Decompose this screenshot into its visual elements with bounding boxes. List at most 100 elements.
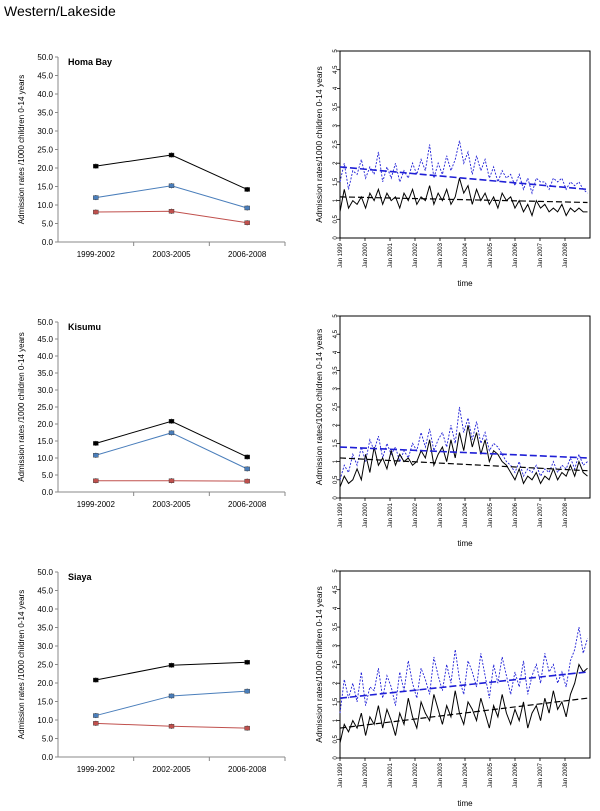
page-title: Western/Lakeside [4,3,116,19]
y-tick-label: 30.0 [37,386,53,395]
y-tick-label: 35.0 [37,624,53,633]
x-tick-label: Jan 2008 [563,762,569,787]
data-point-red [93,478,99,483]
y-axis-label: Admission rates/1000 children 0-14 years [314,586,324,742]
y-tick-label: 5.0 [42,471,54,480]
y-tick-label: 4.5 [333,585,339,594]
y-tick-label: 3.5 [333,622,339,631]
x-tick-label: Jan 2004 [463,242,469,267]
y-tick-label: 40.0 [37,352,53,361]
x-category-label: 2006-2008 [228,250,267,259]
data-point-total [244,187,250,192]
y-tick-label: 20.0 [37,164,53,173]
chart-title: Kisumu [68,322,101,332]
x-tick-label: Jan 2005 [488,242,494,267]
x-tick-label: Jan 2008 [563,502,569,527]
y-tick-label: 0.0 [42,488,54,497]
series-line-blue [95,185,248,209]
siaya-period-chart: 0.0 5.0 10.0 15.0 20.0 25.0 30.0 35.0 40.0 45.0 50… [17,568,286,774]
y-axis-label: Admission rates/1000 children 0-14 years [314,66,324,222]
data-point-total [244,454,250,460]
y-tick-label: 1.5 [333,697,339,706]
y-tick-label: 2.5 [333,140,339,149]
x-tick-label: Jan 2000 [363,502,369,527]
plot-frame [339,570,591,759]
data-point-red [244,478,250,484]
data-point-blue [93,713,99,718]
data-point-red [168,724,175,729]
x-tick-label: Jan 2008 [563,242,569,267]
data-point-red [93,721,99,726]
blue-observed-line [339,406,588,480]
y-tick-label: 1 [333,718,339,722]
y-tick-label: 50.0 [37,318,53,327]
blue-trend-line [339,446,588,459]
blue-observed-line [339,140,588,195]
data-point-total [93,441,99,446]
x-tick-label: Jan 2007 [538,762,544,787]
blue-trend-line [339,166,588,191]
y-tick-label: 0.0 [42,238,54,247]
y-tick-label: 2 [333,681,339,685]
y-tick-label: 3 [333,386,339,390]
data-point-blue [93,453,99,458]
y-tick-label: 50.0 [37,568,53,577]
x-category-label: 1999-2002 [77,500,116,509]
x-tick-label: Jan 2000 [363,242,369,267]
data-point-blue [168,183,175,188]
chart-title: Siaya [68,572,93,582]
y-tick-label: 10.0 [37,716,53,725]
y-axis-label: Admission rates /1000 children 0-14 year… [17,590,26,739]
y-tick-label: 3 [333,123,339,127]
x-tick-label: Jan 2003 [438,502,444,527]
x-tick-label: Jan 2007 [538,502,544,527]
black-trend-line [339,697,588,729]
kisumu-timeseries-chart: 0 0.5 1 1.5 2 2.5 3 3.5 4 4.5 5 Admission rates/100… [314,314,591,548]
x-category-label: 2006-2008 [228,500,267,509]
x-tick-label: Jan 2002 [413,242,419,267]
x-tick-label: Jan 2002 [413,762,419,787]
y-tick-label: 45.0 [37,335,53,344]
x-axis-label: time [457,279,473,288]
y-tick-label: 50.0 [37,53,53,62]
x-category-label: 2002-2005 [152,765,191,774]
series-line-blue [95,432,248,470]
x-tick-label: Jan 2006 [513,502,519,527]
y-tick-label: 15.0 [37,183,53,192]
x-tick-label: Jan 2001 [388,762,394,787]
y-tick-label: 3 [333,643,339,647]
x-tick-label: Jan 2005 [488,502,494,527]
y-tick-label: 5 [333,314,339,318]
y-tick-label: 0.0 [42,753,54,762]
y-tick-label: 20.0 [37,420,53,429]
blue-trend-line [339,671,588,699]
y-tick-label: 35.0 [37,109,53,118]
y-tick-label: 1.5 [333,439,339,448]
y-tick-label: 10.0 [37,454,53,463]
y-tick-label: 2.5 [333,660,339,669]
y-tick-label: 2 [333,423,339,427]
y-tick-label: 5 [333,49,339,53]
x-axis-label: time [457,539,473,548]
y-tick-label: 0.5 [333,214,339,223]
homa-bay-period-chart: 0.0 5.0 10.0 15.0 20.0 25.0 30.0 35.0 40.0 45.0 50… [17,53,286,259]
x-tick-label: Jan 2007 [538,242,544,267]
data-point-blue [93,195,99,200]
data-point-red [168,478,175,483]
y-tick-label: 45.0 [37,72,53,81]
data-point-red [244,220,250,225]
y-tick-label: 5.0 [42,735,54,744]
x-tick-label: Jan 2001 [388,502,394,527]
y-tick-label: 4.5 [333,65,339,74]
x-tick-label: Jan 2003 [438,762,444,787]
y-tick-label: 40.0 [37,605,53,614]
y-tick-label: 25.0 [37,403,53,412]
x-tick-label: Jan 2005 [488,762,494,787]
y-tick-label: 1 [333,198,339,202]
x-tick-label: Jan 2004 [463,502,469,527]
x-tick-label: Jan 1999 [338,762,344,787]
data-point-blue [244,688,250,694]
x-category-label: 1999-2002 [77,765,116,774]
x-category-label: 2003-2005 [152,500,191,509]
y-tick-label: 1.5 [333,177,339,186]
